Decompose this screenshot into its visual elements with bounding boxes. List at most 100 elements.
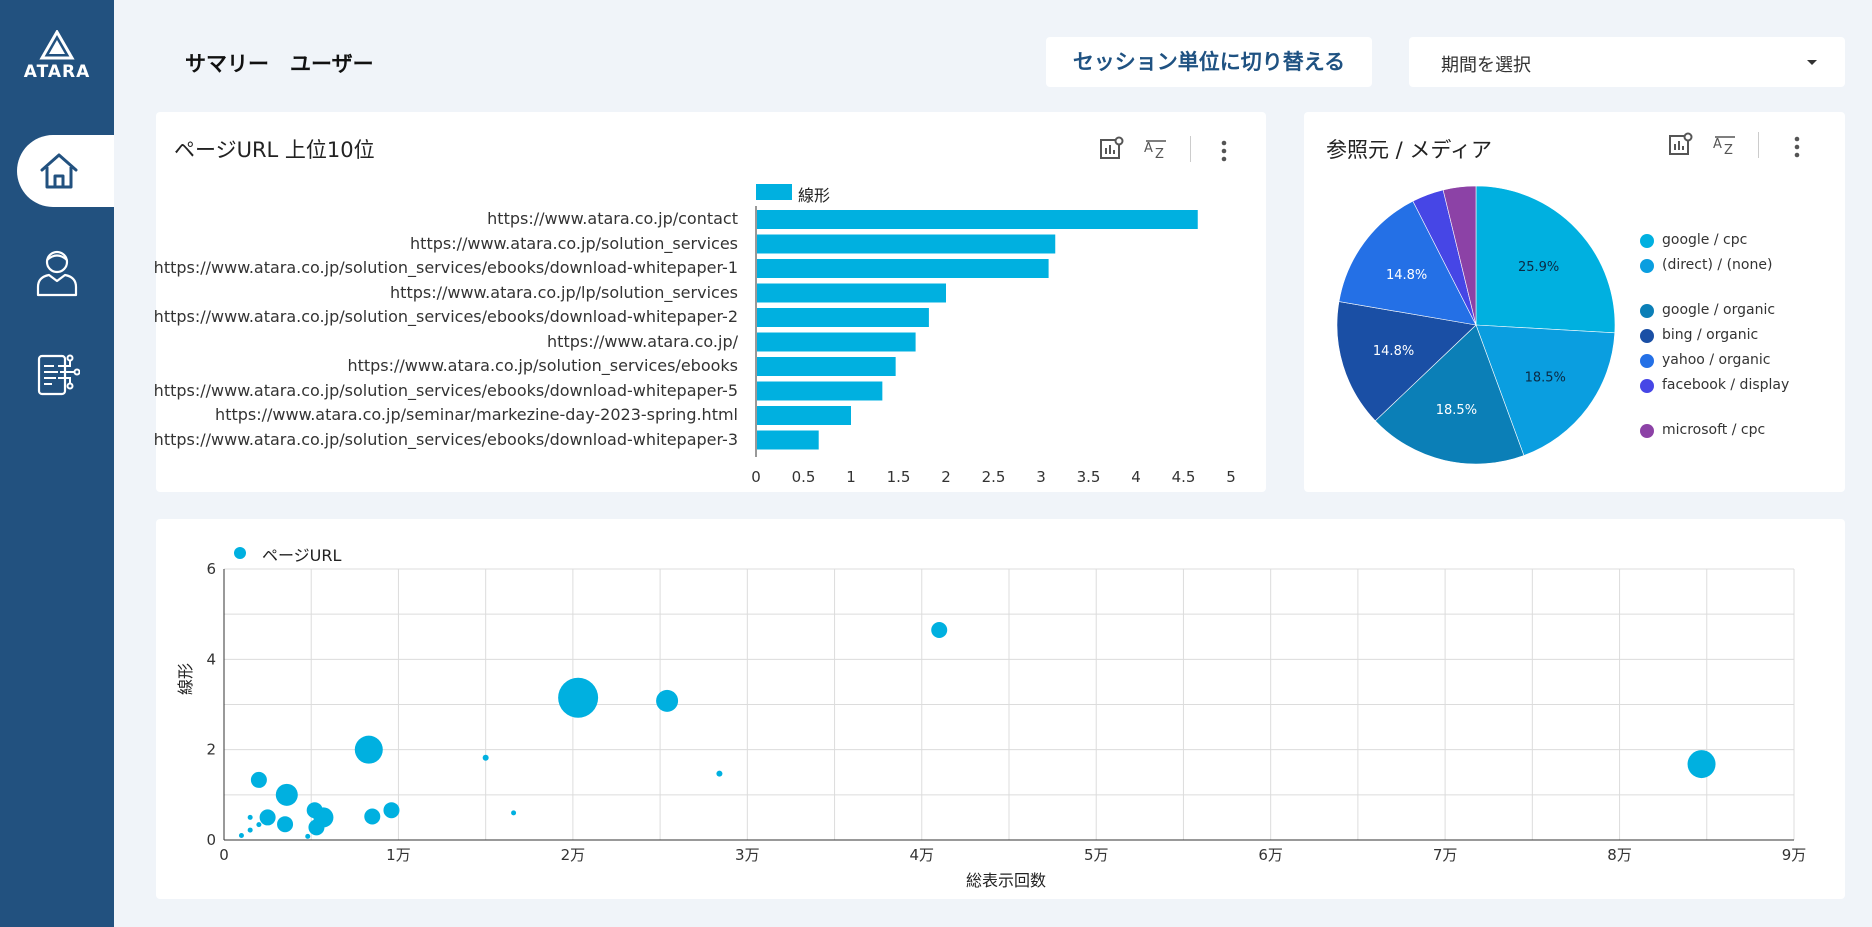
- scatter-point[interactable]: [256, 822, 262, 828]
- scatter-point[interactable]: [364, 808, 381, 825]
- pie-slice[interactable]: [1442, 185, 1477, 326]
- bar[interactable]: [757, 381, 883, 401]
- bar-category-label: https://www.atara.co.jp/solution_service…: [153, 429, 738, 449]
- pie-slice[interactable]: [1336, 301, 1477, 422]
- scatter-point[interactable]: [354, 735, 383, 764]
- scatter-x-tick-label: 2万: [561, 846, 586, 864]
- scatter-point[interactable]: [277, 816, 294, 833]
- sort-az-icon[interactable]: A Z: [1142, 136, 1170, 162]
- scatter-point[interactable]: [305, 833, 311, 839]
- svg-text:Z: Z: [1155, 147, 1164, 162]
- bar[interactable]: [757, 357, 896, 376]
- home-icon: [40, 153, 78, 189]
- bar[interactable]: [757, 259, 1049, 278]
- scatter-x-tick-label: 4万: [910, 846, 935, 864]
- scatter-x-tick-label: 8万: [1607, 846, 1632, 864]
- bar-category-label: https://www.atara.co.jp/seminar/markezin…: [215, 405, 738, 424]
- sort-az-icon[interactable]: A Z: [1711, 132, 1739, 158]
- scatter-point[interactable]: [656, 689, 679, 712]
- page-url-card: ページURL 上位10位 A Z 線形 https://www.atara.co…: [153, 112, 1266, 492]
- scatter-point[interactable]: [511, 810, 517, 816]
- more-vert-icon[interactable]: [1218, 138, 1230, 164]
- bar-x-tick-label: 1.5: [886, 468, 911, 486]
- pie-legend-label: (direct) / (none): [1662, 257, 1773, 273]
- scatter-point[interactable]: [308, 819, 325, 836]
- bar[interactable]: [757, 406, 851, 425]
- bar-x-tick-label: 4.5: [1171, 468, 1196, 486]
- pie-slice-label: 18.5%: [1436, 403, 1477, 418]
- bar-chart: [755, 206, 1198, 457]
- scatter-y-tick-label: 0: [206, 831, 216, 849]
- bar-legend-label: 線形: [798, 186, 831, 205]
- pie-slice-label: 14.8%: [1373, 344, 1414, 359]
- bar-x-tick-label: 3.5: [1076, 468, 1101, 486]
- bar[interactable]: [757, 283, 946, 303]
- sidebar: ATARA: [0, 0, 114, 927]
- pie-legend-dot: [1640, 234, 1654, 248]
- nav-user[interactable]: [0, 237, 114, 309]
- scatter-x-tick-label: 9万: [1782, 846, 1807, 864]
- chart-explorer-icon[interactable]: [1098, 136, 1124, 162]
- pie-slice[interactable]: [1338, 200, 1477, 326]
- bar-x-tick-label: 1: [846, 468, 856, 486]
- bar[interactable]: [757, 234, 1056, 254]
- nav-home[interactable]: [17, 135, 114, 207]
- scatter-point[interactable]: [247, 814, 253, 820]
- scatter-point[interactable]: [716, 770, 723, 777]
- pie-chart: 25.9% 18.5% 18.5% 14.8% 14.8%: [1336, 185, 1616, 465]
- source-medium-card: 参照元 / メディア A Z 25.9% 18.5% 18.5% 14.8% 14.8%…: [1304, 112, 1845, 492]
- scatter-x-tick-label: 6万: [1258, 846, 1283, 864]
- scatter-y-axis-label: 線形: [176, 662, 195, 695]
- pie-slice-label: 25.9%: [1518, 260, 1559, 275]
- scatter-point[interactable]: [931, 621, 948, 638]
- atara-logo-icon: [39, 30, 75, 60]
- scatter-point[interactable]: [1687, 750, 1716, 779]
- scatter-point[interactable]: [259, 809, 276, 826]
- scatter-point[interactable]: [482, 754, 489, 761]
- bar-category-label: https://www.atara.co.jp/solution_service…: [347, 356, 738, 375]
- scatter-point[interactable]: [247, 827, 253, 833]
- pie-slice-label: 14.8%: [1386, 268, 1427, 283]
- bar-x-tick-label: 4: [1131, 468, 1141, 486]
- user-icon: [36, 250, 78, 297]
- scatter-point[interactable]: [383, 802, 400, 819]
- bar-category-label: https://www.atara.co.jp/solution_service…: [153, 380, 738, 400]
- scatter-x-tick-label: 0: [219, 846, 229, 864]
- scatter-point[interactable]: [238, 832, 244, 838]
- bar[interactable]: [757, 430, 819, 450]
- period-select[interactable]: 期間を選択: [1409, 37, 1845, 87]
- scatter-point[interactable]: [558, 677, 599, 718]
- switch-to-session-button[interactable]: セッション単位に切り替える: [1046, 37, 1372, 87]
- pie-legend-label: google / cpc: [1662, 232, 1748, 248]
- pie-slice[interactable]: [1475, 324, 1616, 456]
- bar-category-label: https://www.atara.co.jp/lp/solution_serv…: [390, 282, 738, 302]
- pie-legend-dot: [1640, 424, 1654, 438]
- scatter-point[interactable]: [275, 783, 298, 806]
- pie-legend-dot: [1640, 379, 1654, 393]
- brand-logo[interactable]: ATARA: [18, 30, 96, 82]
- toolbar-divider: [1190, 136, 1191, 162]
- bar-x-tick-label: 0: [751, 468, 761, 486]
- scatter-chart: 0 1万 2万 3万 4万 5万 6万 7万 8万 9万 0 2 4 6: [206, 560, 1807, 864]
- bar[interactable]: [757, 332, 916, 352]
- pie-legend-dot: [1640, 329, 1654, 343]
- caret-down-icon: [1807, 60, 1817, 65]
- bar-x-tick-label: 2: [941, 468, 951, 486]
- nav-devices[interactable]: [0, 338, 114, 410]
- pie-legend-label: yahoo / organic: [1662, 352, 1771, 368]
- chart-explorer-icon[interactable]: [1667, 132, 1693, 158]
- scatter-x-tick-label: 1万: [386, 846, 411, 864]
- pie-slice[interactable]: [1374, 324, 1525, 465]
- svg-text:A: A: [1144, 141, 1153, 156]
- pie-slice[interactable]: [1475, 185, 1616, 334]
- pie-legend-dot: [1640, 304, 1654, 318]
- scatter-y-tick-label: 2: [206, 741, 216, 759]
- bar[interactable]: [757, 308, 929, 327]
- scatter-point[interactable]: [250, 771, 267, 788]
- pie-legend-label: facebook / display: [1662, 377, 1790, 393]
- bar[interactable]: [757, 210, 1198, 229]
- more-vert-icon[interactable]: [1791, 134, 1803, 160]
- pie-slice-label: 18.5%: [1525, 370, 1566, 385]
- pie-legend-label: microsoft / cpc: [1662, 422, 1766, 438]
- bar-category-label: https://www.atara.co.jp/solution_service…: [410, 233, 738, 253]
